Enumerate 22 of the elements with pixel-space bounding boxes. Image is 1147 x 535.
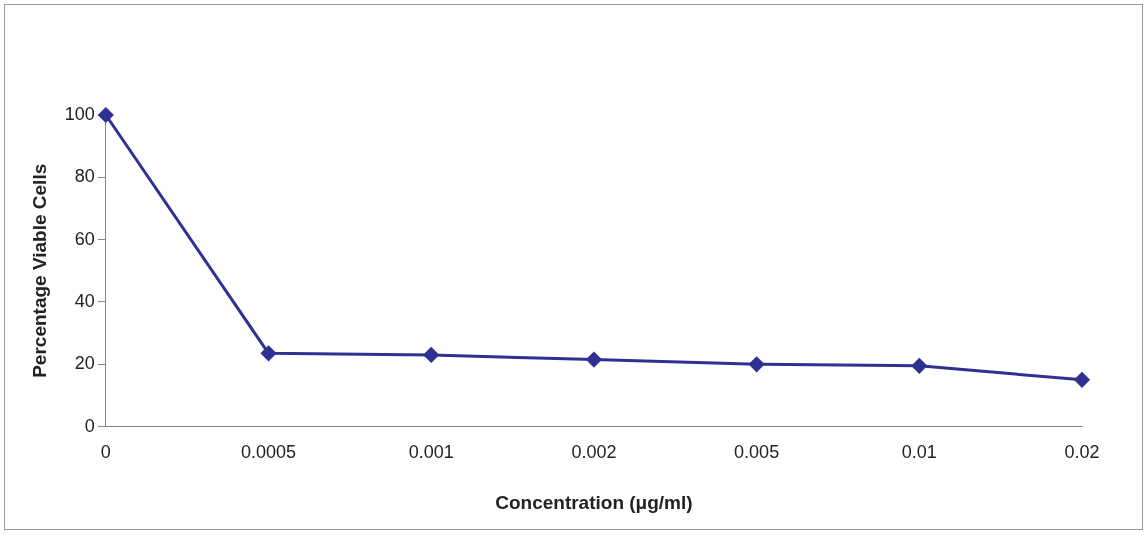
point <box>586 352 602 368</box>
x-tick-label: 0.002 <box>571 442 617 463</box>
x-tick-label: 0.02 <box>1064 442 1100 463</box>
point <box>98 107 114 123</box>
y-tick-label: 60 <box>74 228 95 249</box>
x-tick-label: 0 <box>100 442 111 463</box>
point <box>423 347 439 363</box>
x-tick-label: 0.001 <box>408 442 454 463</box>
y-axis-title: Percentage Viable Cells <box>28 163 50 378</box>
point <box>261 345 277 361</box>
y-tick-label: 0 <box>84 415 95 436</box>
x-axis-title: Concentration (μg/ml) <box>495 491 693 513</box>
point <box>749 356 765 372</box>
point <box>1074 372 1090 388</box>
point <box>911 358 927 374</box>
y-tick-label: 20 <box>74 353 95 374</box>
x-tick-label: 0.0005 <box>241 442 297 463</box>
y-tick-label: 80 <box>74 166 95 187</box>
y-tick-label: 100 <box>64 103 95 124</box>
x-tick-label: 0.01 <box>901 442 937 463</box>
x-tick-label: 0.005 <box>734 442 780 463</box>
y-tick-label: 40 <box>74 290 95 311</box>
